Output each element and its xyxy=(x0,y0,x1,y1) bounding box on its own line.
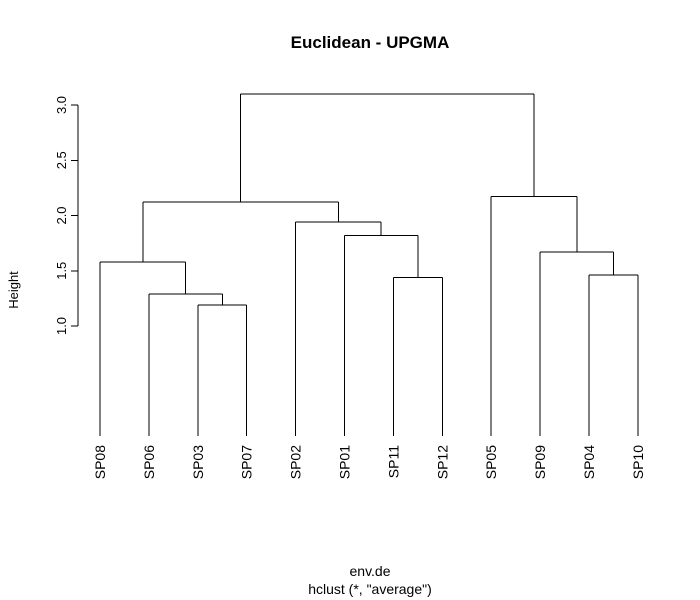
y-tick-label: 1.0 xyxy=(54,317,69,335)
leaf-label: SP02 xyxy=(288,445,304,479)
y-axis-label: Height xyxy=(6,271,21,309)
method-sublabel: hclust (*, "average") xyxy=(308,581,432,597)
leaf-label: SP01 xyxy=(337,445,353,479)
leaf-label: SP12 xyxy=(434,445,450,479)
y-tick-label: 2.0 xyxy=(54,206,69,224)
leaf-label: SP04 xyxy=(581,445,597,479)
leaf-label: SP03 xyxy=(190,445,206,479)
x-axis-label: env.de xyxy=(350,563,391,579)
chart-title: Euclidean - UPGMA xyxy=(291,33,450,52)
leaf-label: SP05 xyxy=(483,445,499,479)
y-tick-label: 3.0 xyxy=(54,96,69,114)
leaf-label: SP08 xyxy=(92,445,108,479)
y-axis: 1.0 1.5 2.0 2.5 3.0 xyxy=(54,96,79,335)
leaf-label: SP09 xyxy=(532,445,548,479)
leaf-label: SP06 xyxy=(141,445,157,479)
leaf-label: SP07 xyxy=(239,445,255,479)
leaf-label: SP10 xyxy=(630,445,646,479)
y-tick-label: 2.5 xyxy=(54,151,69,169)
leaf-label: SP11 xyxy=(385,445,401,478)
dendrogram-tree xyxy=(99,93,639,436)
leaf-labels: SP08 SP06 SP03 SP07 SP02 SP01 SP11 SP12 SP05 SP09… xyxy=(92,445,646,479)
y-tick-label: 1.5 xyxy=(54,262,69,280)
